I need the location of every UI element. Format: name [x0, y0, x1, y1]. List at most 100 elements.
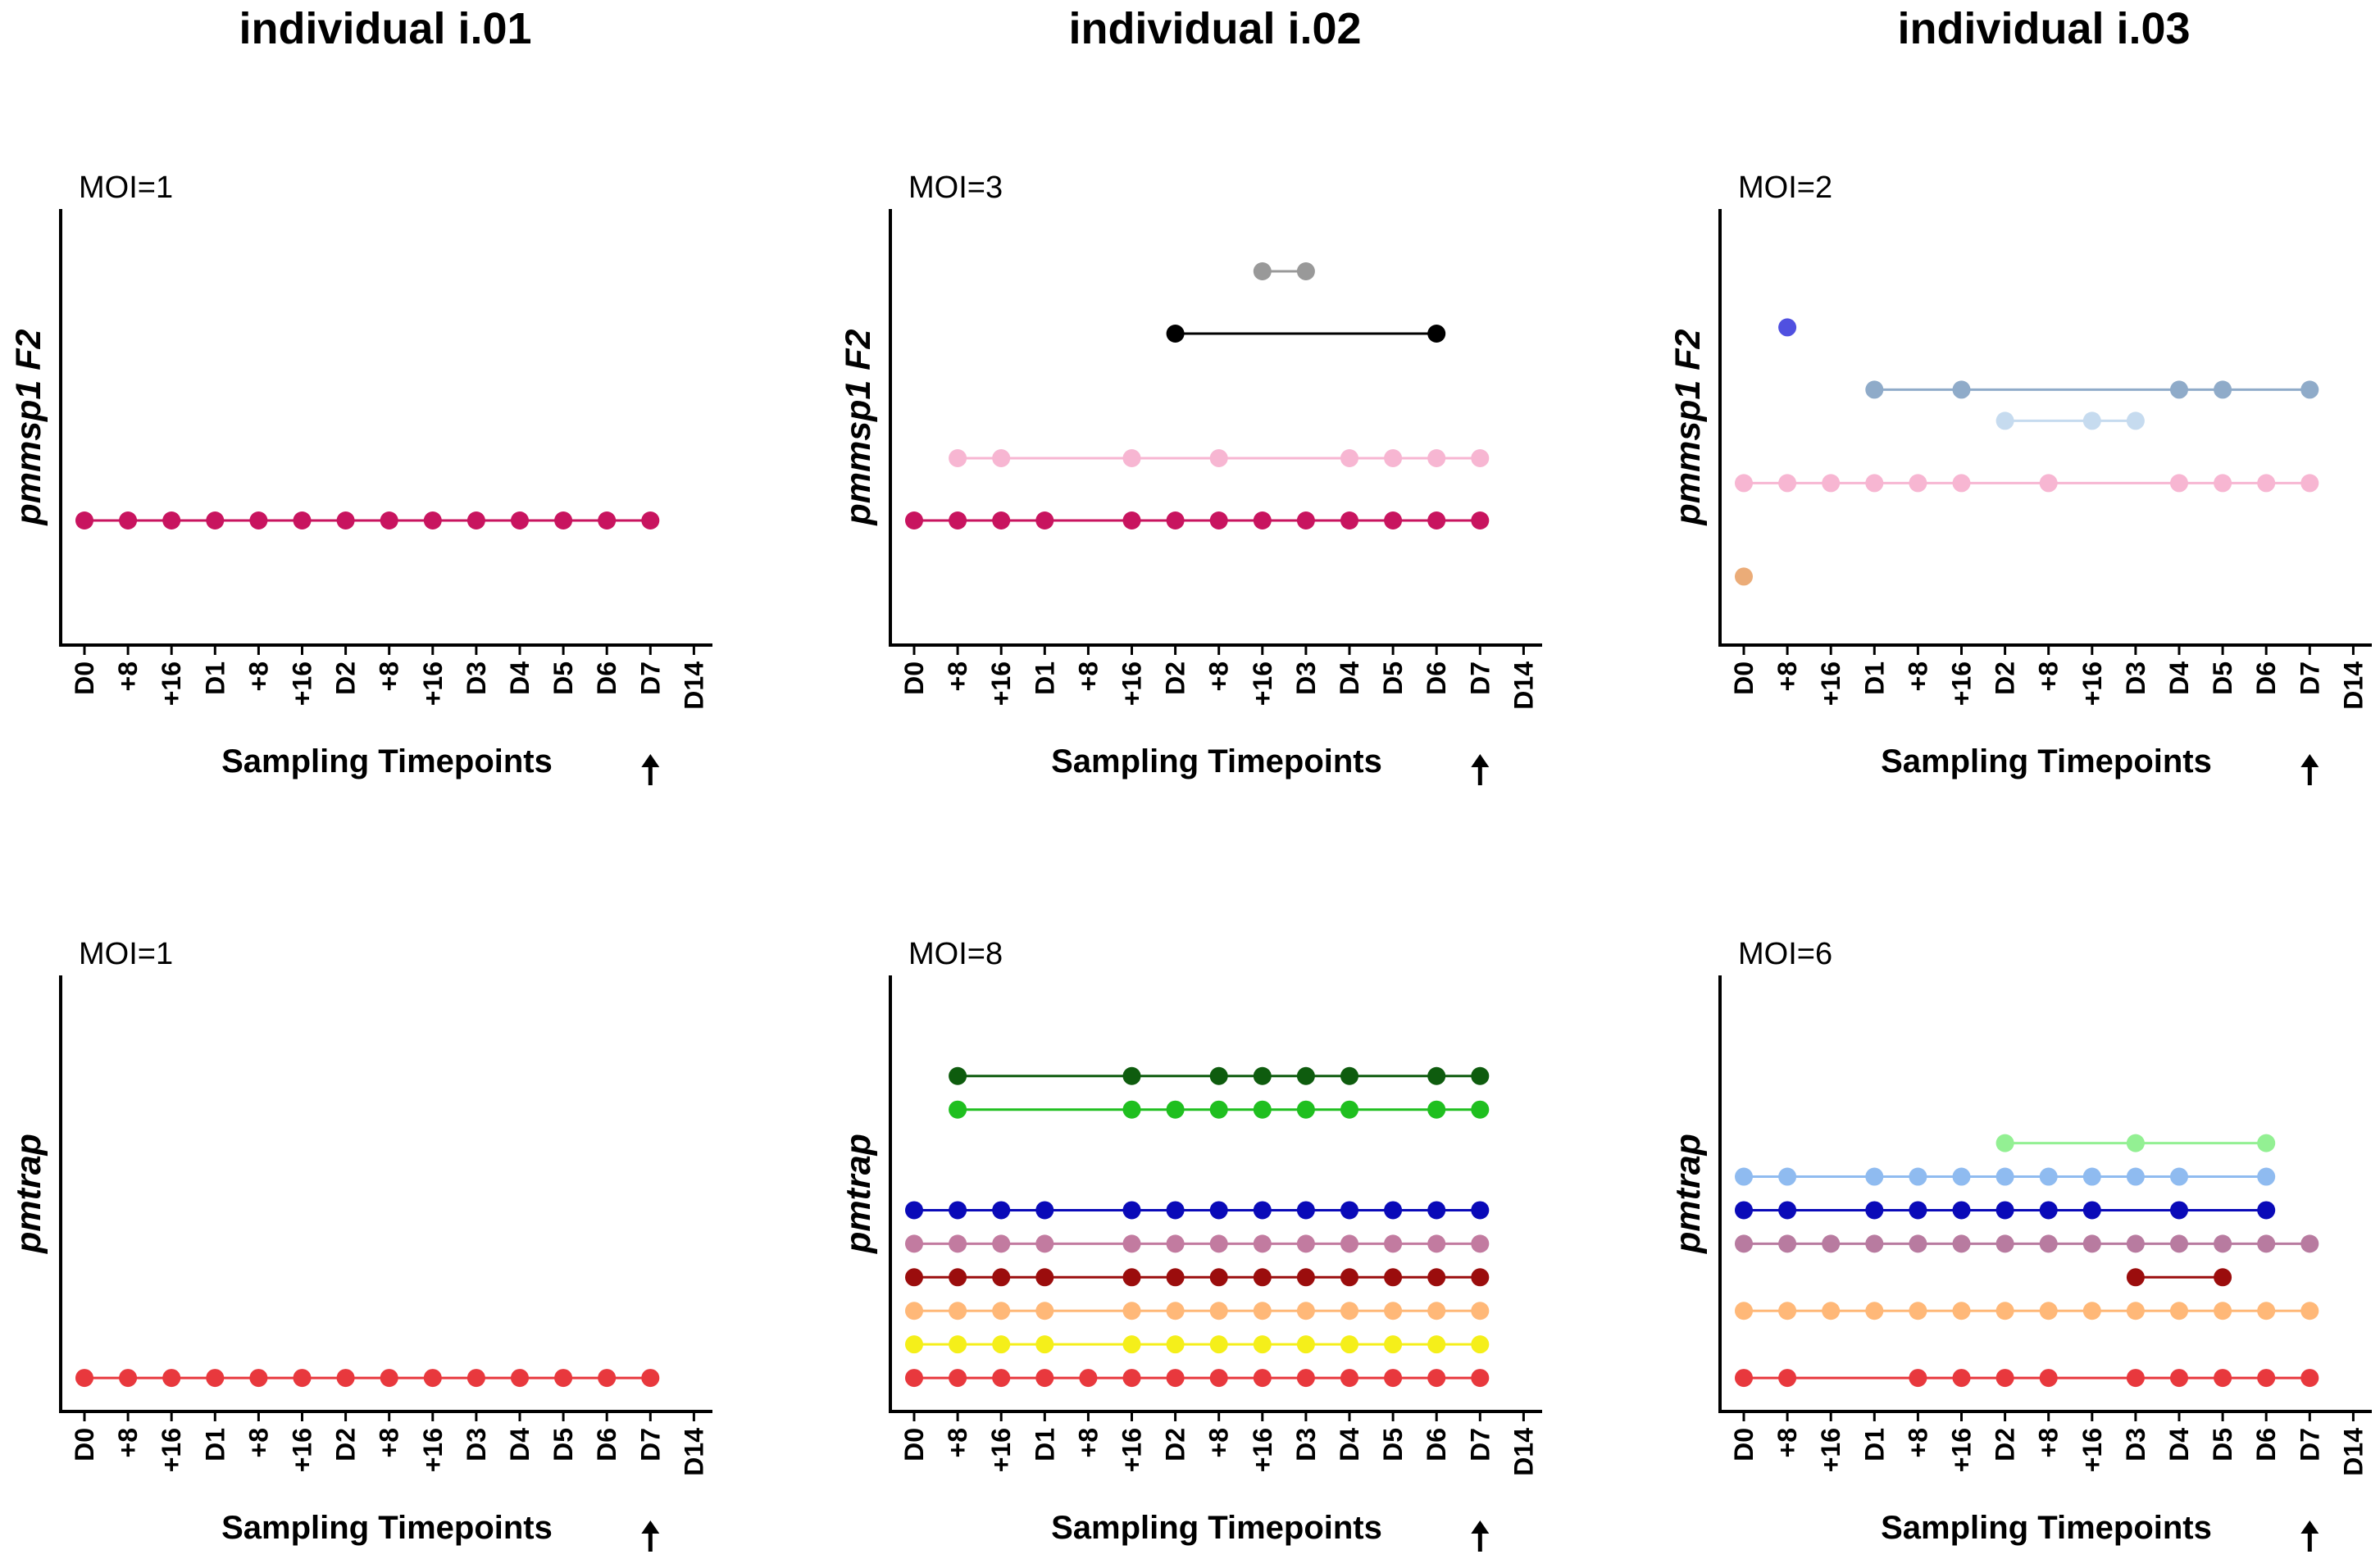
data-point — [949, 1369, 967, 1388]
data-point — [1735, 1302, 1753, 1320]
x-tick-label: +8 — [1903, 661, 1932, 691]
data-point — [1166, 1201, 1185, 1220]
data-point — [1471, 1369, 1490, 1388]
series-3 — [1735, 1201, 2276, 1220]
series-3 — [1995, 411, 2145, 430]
data-point — [1296, 1100, 1315, 1119]
data-point — [336, 1369, 355, 1388]
x-tick-label: +16 — [418, 661, 448, 706]
data-point — [2082, 411, 2101, 430]
data-point — [1296, 1234, 1315, 1253]
data-point — [1952, 1369, 1971, 1388]
data-point — [949, 1066, 967, 1085]
x-tick-label: D7 — [1465, 1428, 1495, 1461]
data-point — [1384, 511, 1403, 530]
data-point — [992, 511, 1011, 530]
data-point — [949, 1302, 967, 1320]
data-point — [380, 511, 398, 530]
x-tick-label: D4 — [1335, 1428, 1364, 1461]
series-4 — [905, 1234, 1490, 1253]
data-point — [1427, 1201, 1446, 1220]
data-point — [1340, 1201, 1358, 1220]
data-point — [2214, 1234, 2232, 1253]
data-point — [2039, 1234, 2058, 1253]
data-point — [2300, 1302, 2319, 1320]
x-tick-label: D3 — [1291, 661, 1321, 695]
data-point — [1035, 1369, 1054, 1388]
x-tick-label: D0 — [899, 661, 929, 695]
x-tick-label: +8 — [375, 1428, 404, 1457]
x-tick-label: +8 — [113, 1428, 143, 1457]
x-tick-label: +8 — [2034, 661, 2064, 691]
x-tick-label: D6 — [592, 661, 621, 695]
data-point — [1122, 1302, 1141, 1320]
data-point — [2257, 1369, 2276, 1388]
data-point — [1427, 1302, 1446, 1320]
data-point — [1296, 262, 1315, 280]
data-point — [1471, 1100, 1490, 1119]
y-axis-label: pmtrap — [1668, 1134, 1708, 1254]
x-tick-label: D7 — [635, 661, 665, 695]
x-tick-label: +16 — [1248, 1428, 1277, 1472]
data-point — [1865, 1234, 1884, 1253]
series-4 — [1735, 474, 2319, 493]
data-point — [1340, 449, 1358, 467]
panel-6: MOI=6 pmtrap D0 +8 +16 D1 +8 +16 D2 +8 +16 D3 D4 D5 D6… — [1668, 937, 2372, 1552]
data-point — [554, 511, 573, 530]
x-tick-label: +16 — [157, 661, 186, 706]
data-point — [2082, 1234, 2101, 1253]
x-tick-label: D6 — [1422, 661, 1451, 695]
data-point — [1427, 1369, 1446, 1388]
data-point — [2039, 1167, 2058, 1186]
x-tick-label: D4 — [1335, 661, 1364, 695]
x-tick-label: D14 — [679, 661, 708, 710]
data-point — [1166, 1234, 1185, 1253]
moi-label: MOI=3 — [908, 170, 1003, 205]
data-point — [1822, 1234, 1841, 1253]
data-point — [1122, 1066, 1141, 1085]
x-axis-label: Sampling Timepoints — [1881, 1510, 2212, 1546]
data-point — [2170, 474, 2188, 493]
data-point — [119, 511, 138, 530]
data-point — [466, 511, 485, 530]
data-point — [1209, 1268, 1228, 1287]
data-point — [423, 511, 442, 530]
moi-label: MOI=2 — [1738, 170, 1832, 205]
x-axis-label: Sampling Timepoints — [1881, 743, 2212, 780]
data-point — [1253, 1234, 1272, 1253]
data-point — [1253, 1302, 1272, 1320]
data-point — [2214, 1302, 2232, 1320]
panel-2: MOI=3 pmmsp1 F2 D0 +8 +16 D1 +8 +16 D2 +8 +16 D3 D4 D… — [839, 170, 1542, 785]
x-axis-label: Sampling Timepoints — [1051, 743, 1382, 780]
data-point — [905, 1302, 923, 1320]
series-6 — [1735, 1302, 2319, 1320]
x-tick-label: D6 — [1422, 1428, 1451, 1461]
y-axis-label: pmmsp1 F2 — [9, 329, 48, 525]
data-point — [1253, 1066, 1272, 1085]
data-point — [2039, 1201, 2058, 1220]
panel-1: MOI=1 pmmsp1 F2 D0 +8 +16 D1 +8 +16 D2 +8 +16 D3 D4 D… — [9, 170, 712, 785]
data-point — [2039, 474, 2058, 493]
x-tick-label: +8 — [243, 661, 273, 691]
series-1 — [1995, 1134, 2276, 1152]
x-tick-label: D1 — [200, 1428, 230, 1461]
data-point — [1471, 1302, 1490, 1320]
data-point — [2257, 1234, 2276, 1253]
arrow-head-icon — [1471, 754, 1490, 767]
series-2 — [1735, 1167, 2276, 1186]
data-point — [1735, 567, 1753, 586]
x-tick-label: D3 — [462, 661, 491, 695]
data-point — [2257, 1134, 2276, 1152]
x-tick-label: D4 — [2164, 661, 2194, 695]
series-5 — [1735, 567, 1753, 586]
panels: MOI=1 pmmsp1 F2 D0 +8 +16 D1 +8 +16 D2 +8 +16 D3 D4 D… — [9, 170, 2372, 1552]
data-point — [1865, 1201, 1884, 1220]
x-tick-label: +8 — [1204, 661, 1234, 691]
data-point — [1166, 1335, 1185, 1354]
x-tick-label: +16 — [288, 1428, 317, 1472]
data-point — [2170, 380, 2188, 399]
data-point — [1865, 1302, 1884, 1320]
data-point — [1209, 1201, 1228, 1220]
series-1 — [75, 511, 660, 530]
series-3 — [905, 1201, 1490, 1220]
